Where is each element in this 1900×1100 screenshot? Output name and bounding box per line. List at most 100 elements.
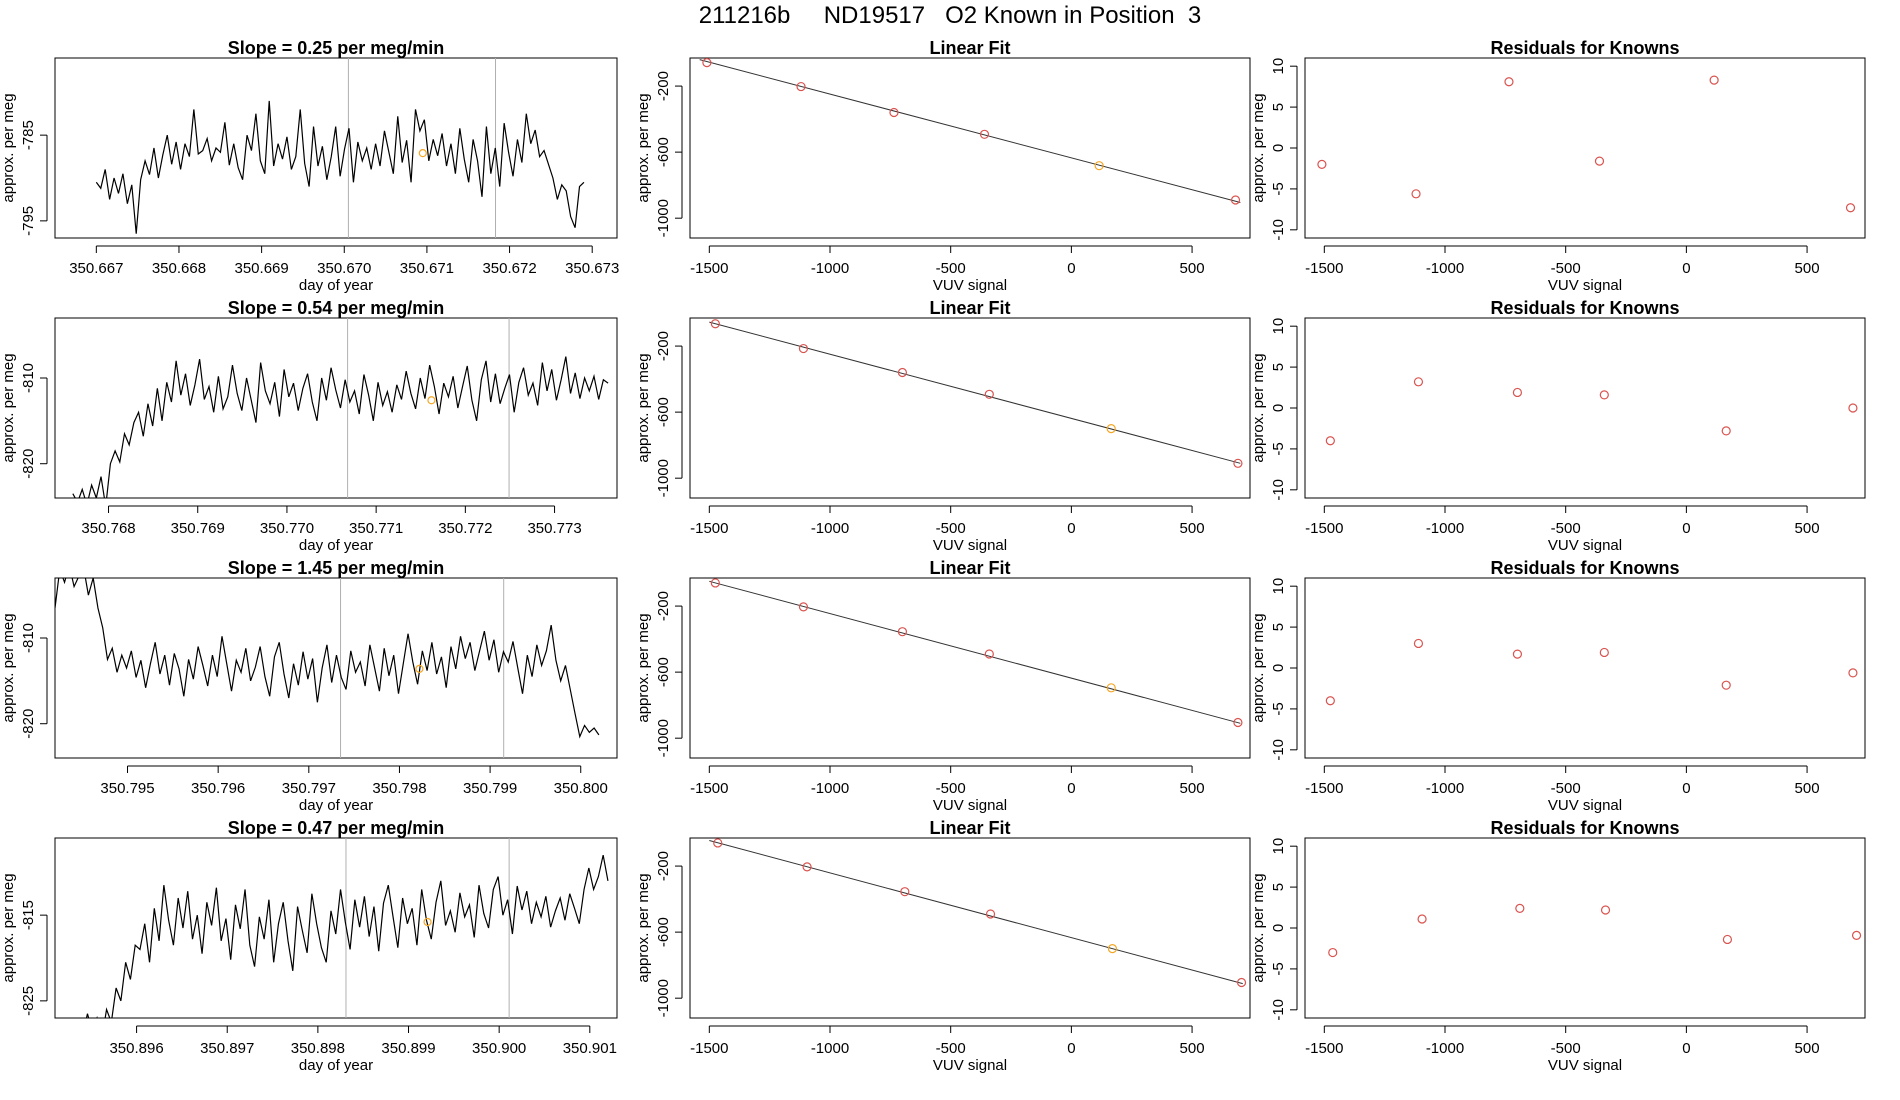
y-tick-label: -10 xyxy=(1270,219,1287,241)
x-tick-label: 0 xyxy=(1067,780,1075,797)
y-tick-label: 5 xyxy=(1270,623,1287,631)
x-tick-label: -500 xyxy=(936,260,966,277)
data-point xyxy=(1417,914,1427,924)
plot-frame xyxy=(689,317,1251,499)
x-tick-label: 350.768 xyxy=(81,520,135,537)
y-tick-label: 10 xyxy=(1270,838,1287,855)
data-point xyxy=(802,862,812,872)
data-point xyxy=(1721,426,1731,436)
y-tick-label: 0 xyxy=(1270,404,1287,412)
x-tick-label: 500 xyxy=(1180,1040,1205,1057)
x-tick-label: -1500 xyxy=(690,260,728,277)
x-axis-label: day of year xyxy=(299,277,373,294)
data-point xyxy=(702,58,712,68)
chart-title: Linear Fit xyxy=(929,818,1010,838)
series-line xyxy=(72,356,609,498)
data-point xyxy=(1722,934,1733,945)
x-tick-label: -1500 xyxy=(690,780,728,797)
fit-line xyxy=(709,580,1241,724)
x-tick-label: -1500 xyxy=(1305,520,1343,537)
chart-title: Slope = 0.25 per meg/min xyxy=(228,38,445,58)
x-tick-label: 500 xyxy=(1180,520,1205,537)
x-axis-label: VUV signal xyxy=(1548,537,1622,554)
x-axis-label: day of year xyxy=(299,797,373,814)
chart-panel-3: Residuals for Knowns -1500 -1000 -500 0 500 VU… xyxy=(1250,38,1866,294)
y-tick-label: -10 xyxy=(1270,479,1287,501)
y-tick-label: 10 xyxy=(1270,578,1287,595)
x-tick-label: 350.797 xyxy=(282,780,336,797)
x-tick-label: 350.772 xyxy=(438,520,492,537)
x-axis-label: day of year xyxy=(299,1057,373,1074)
plot-frame xyxy=(689,577,1251,759)
data-point xyxy=(897,627,908,637)
data-point xyxy=(897,367,908,378)
plot-frame xyxy=(689,837,1251,1019)
x-axis-label: VUV signal xyxy=(1548,277,1622,294)
fit-line xyxy=(709,839,1243,985)
y-tick-label: -200 xyxy=(655,71,672,101)
chart-title: Residuals for Knowns xyxy=(1490,38,1679,58)
y-axis-label: approx. per meg xyxy=(635,353,652,462)
data-point xyxy=(1325,436,1335,446)
series-line xyxy=(55,578,600,739)
x-tick-label: -500 xyxy=(1551,780,1581,797)
chart-title: Slope = 0.54 per meg/min xyxy=(228,298,445,318)
data-point xyxy=(1709,75,1719,85)
x-tick-label: -1500 xyxy=(1305,1040,1343,1057)
chart-panel-1: Slope = 0.25 per meg/min 350.667 350.668 35… xyxy=(0,38,619,294)
data-point xyxy=(713,838,723,848)
chart-panel-5: Linear Fit -1500 -1000 -500 0 500 VUV signal -2… xyxy=(635,298,1251,554)
data-point xyxy=(979,129,990,139)
y-tick-label: -600 xyxy=(655,917,672,947)
data-point xyxy=(1413,638,1424,649)
y-tick-label: -1000 xyxy=(655,459,672,497)
y-tick-label: -795 xyxy=(20,206,37,236)
plot-frame xyxy=(54,837,618,1019)
plot-frame xyxy=(54,577,618,759)
unknown-point-marker xyxy=(418,149,427,158)
x-tick-label: 0 xyxy=(1682,520,1690,537)
x-tick-label: 0 xyxy=(1682,1040,1690,1057)
y-tick-label: -600 xyxy=(655,657,672,687)
x-tick-label: 350.900 xyxy=(472,1040,526,1057)
plot-frame xyxy=(54,57,618,239)
data-point xyxy=(1599,647,1609,658)
y-tick-label: 5 xyxy=(1270,883,1287,891)
x-axis-label: VUV signal xyxy=(1548,797,1622,814)
data-point xyxy=(798,602,809,612)
y-axis-label: approx. per meg xyxy=(0,353,17,462)
x-tick-label: -1500 xyxy=(1305,780,1343,797)
chart-panel-6: Residuals for Knowns -1500 -1000 -500 0 500 VU… xyxy=(1250,298,1866,554)
data-point xyxy=(1107,944,1118,954)
x-tick-label: 500 xyxy=(1180,260,1205,277)
y-tick-label: -200 xyxy=(655,851,672,881)
page-title: 211216b ND19517 O2 Known in Position 3 xyxy=(698,2,1202,29)
y-axis-label: approx. per meg xyxy=(635,93,652,202)
x-tick-label: -500 xyxy=(936,520,966,537)
x-tick-label: 0 xyxy=(1682,260,1690,277)
data-point xyxy=(889,107,899,118)
y-axis-label: approx. per meg xyxy=(0,613,17,722)
data-point xyxy=(1512,649,1523,659)
chart-title: Linear Fit xyxy=(929,38,1010,58)
y-axis-label: approx. per meg xyxy=(635,613,652,722)
data-point xyxy=(1106,424,1116,434)
series-line xyxy=(85,855,609,1018)
data-point xyxy=(1233,458,1243,468)
x-tick-label: 350.769 xyxy=(171,520,225,537)
data-point xyxy=(1504,77,1514,87)
y-tick-label: -815 xyxy=(20,900,37,930)
data-point xyxy=(1851,930,1862,940)
unknown-point-marker xyxy=(423,917,432,927)
x-tick-label: 350.668 xyxy=(152,260,206,277)
data-point xyxy=(984,649,994,659)
plot-frame xyxy=(689,57,1251,239)
unknown-point-marker xyxy=(427,396,436,405)
data-point xyxy=(1721,680,1731,690)
y-tick-label: -825 xyxy=(20,986,37,1016)
x-tick-label: 350.796 xyxy=(191,780,245,797)
data-point xyxy=(1328,947,1338,958)
fit-line xyxy=(709,321,1241,464)
y-tick-label: -810 xyxy=(20,623,37,653)
x-tick-label: 0 xyxy=(1067,260,1075,277)
